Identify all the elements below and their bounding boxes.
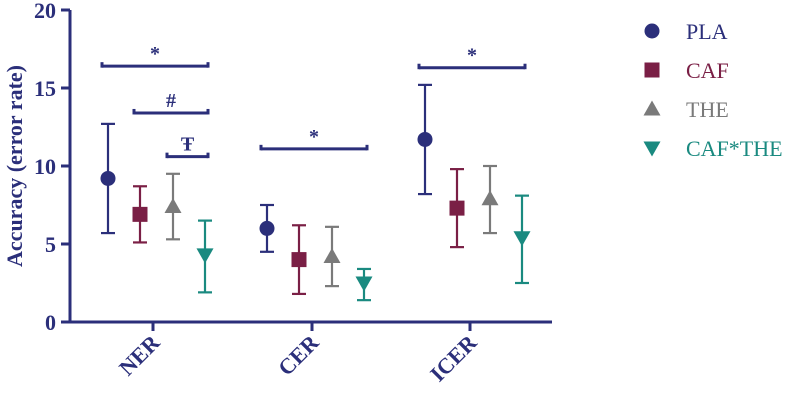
marker bbox=[323, 247, 341, 263]
y-tick-label-15: 15 bbox=[34, 76, 56, 101]
legend-item-the: THE bbox=[643, 97, 729, 122]
point-the-ner bbox=[164, 172, 182, 241]
marker bbox=[513, 231, 531, 247]
y-tick-label-10: 10 bbox=[34, 154, 56, 179]
point-caf-ner bbox=[132, 185, 148, 244]
point-caf-the-cer bbox=[355, 267, 373, 302]
significance-ner-1: # bbox=[132, 90, 210, 115]
marker bbox=[164, 198, 182, 214]
marker bbox=[417, 131, 433, 147]
legend-label: PLA bbox=[686, 19, 728, 44]
x-tick-label-icer: ICER bbox=[425, 329, 482, 386]
legend: PLA CAF THE CAF*THE bbox=[643, 19, 783, 161]
marker bbox=[291, 252, 307, 268]
significance-label: * bbox=[150, 43, 160, 65]
point-pla-icer bbox=[417, 83, 433, 196]
point-the-cer bbox=[323, 225, 341, 288]
marker bbox=[449, 200, 465, 216]
legend-label: CAF*THE bbox=[686, 136, 783, 161]
legend-label: CAF bbox=[686, 58, 729, 83]
legend-marker bbox=[644, 23, 660, 39]
legend-marker bbox=[643, 141, 661, 157]
significance-label: Ŧ bbox=[181, 134, 195, 156]
y-tick-label-20: 20 bbox=[34, 0, 56, 23]
legend-item-pla: PLA bbox=[644, 19, 728, 44]
point-pla-cer bbox=[259, 203, 275, 253]
point-caf-icer bbox=[449, 168, 465, 249]
significance-brackets: * #Ŧ * * bbox=[100, 43, 527, 159]
axes bbox=[68, 10, 552, 324]
x-tick-label-ner: NER bbox=[114, 329, 165, 380]
legend-label: THE bbox=[686, 97, 729, 122]
significance-ner-2: Ŧ bbox=[165, 134, 210, 159]
x-ticks: NER CER ICER bbox=[114, 322, 482, 386]
marker bbox=[196, 248, 214, 264]
legend-item-caf: CAF bbox=[644, 58, 729, 83]
significance-cer-3: * bbox=[259, 126, 369, 151]
significance-icer-4: * bbox=[417, 45, 527, 70]
marker bbox=[100, 170, 116, 186]
legend-item-caf-the: CAF*THE bbox=[643, 136, 783, 161]
marker bbox=[259, 220, 275, 236]
y-ticks: 0 5 10 15 20 bbox=[34, 0, 70, 335]
significance-label: * bbox=[467, 45, 477, 67]
point-pla-ner bbox=[100, 122, 116, 235]
x-tick-label-cer: CER bbox=[273, 329, 324, 380]
significance-label: * bbox=[309, 126, 319, 148]
significance-ner-0: * bbox=[100, 43, 210, 68]
data-points bbox=[100, 83, 531, 302]
marker bbox=[481, 190, 499, 206]
point-the-icer bbox=[481, 164, 499, 235]
marker bbox=[132, 206, 148, 222]
y-tick-label-5: 5 bbox=[45, 232, 56, 257]
point-caf-the-icer bbox=[513, 194, 531, 285]
legend-marker bbox=[643, 100, 661, 116]
marker bbox=[355, 276, 373, 292]
point-caf-cer bbox=[291, 224, 307, 296]
axis-frame bbox=[68, 10, 552, 324]
point-caf-the-ner bbox=[196, 219, 214, 294]
legend-marker bbox=[644, 62, 660, 78]
y-axis-label: Accuracy (error rate) bbox=[2, 65, 27, 267]
significance-label: # bbox=[166, 90, 176, 112]
y-tick-label-0: 0 bbox=[45, 310, 56, 335]
